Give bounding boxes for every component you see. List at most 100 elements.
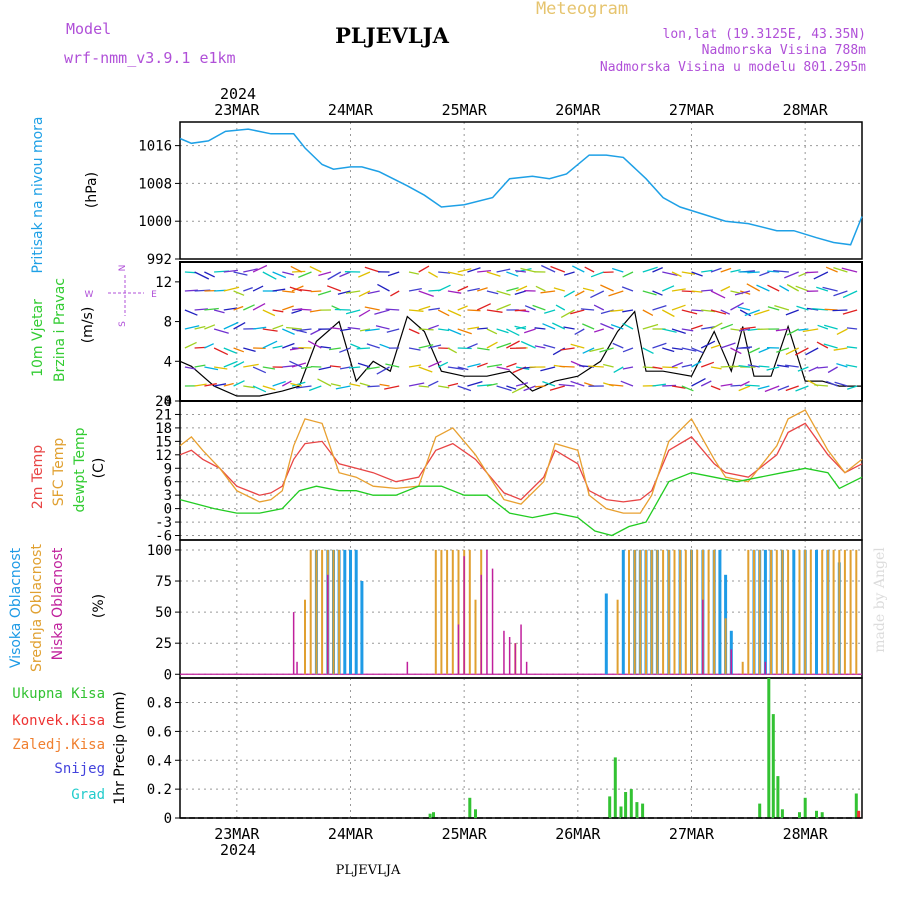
wind-arrow: [233, 380, 245, 387]
wind-arrow: [701, 289, 714, 292]
wind-arrow: [282, 328, 295, 335]
wind-arrow: [532, 304, 546, 311]
wind-arrow: [540, 366, 556, 372]
wind-arrow: [681, 328, 694, 332]
wind-arrow: [213, 309, 225, 314]
wind-arrow: [418, 366, 433, 373]
wind-arrow: [408, 287, 422, 292]
low_cloud-bar: [406, 661, 409, 675]
top-day-label: 24MAR: [328, 101, 374, 119]
mid_cloud-bar: [724, 618, 727, 675]
clouds-ytick-label: 50: [155, 605, 172, 621]
wind-arrow: [447, 347, 458, 354]
wind-arrow: [384, 385, 400, 390]
wind-arrow: [524, 305, 536, 311]
wind-arrow: [822, 286, 838, 292]
wind-arrow: [286, 326, 302, 330]
wind-arrow: [825, 266, 838, 273]
wind-arrow: [204, 324, 216, 330]
wind-arrow: [652, 304, 667, 311]
wind-ytick-label: 4: [164, 354, 172, 370]
wind-arrow: [476, 303, 491, 311]
high_cloud-bar: [354, 549, 358, 675]
mid_cloud-bar: [645, 549, 647, 675]
wind-arrow: [213, 328, 229, 334]
wind-arrow: [785, 347, 799, 355]
high_cloud-bar: [815, 549, 818, 675]
wind-arrow: [418, 344, 434, 349]
wind-arrow: [408, 347, 421, 351]
wind-arrow: [845, 364, 858, 368]
wind-arrow: [194, 308, 208, 311]
pressure-ytick-label: 1008: [138, 176, 172, 192]
wind-arrow: [816, 286, 829, 292]
mid_cloud-bar: [650, 549, 653, 675]
precip-unit: 1hr Precip (mm): [112, 691, 128, 804]
wind-arrow: [511, 385, 527, 394]
high_cloud-bar: [349, 549, 352, 675]
wind-arrow: [496, 342, 512, 349]
wind-arrow: [642, 266, 658, 273]
temperature-ytick-label: 12: [155, 448, 172, 464]
wind-arrow: [563, 271, 575, 276]
temperature-ytick-label: 0: [164, 502, 172, 518]
wind-arrow: [467, 287, 480, 292]
wind-arrow: [262, 366, 276, 370]
temperature-frame: [179, 400, 863, 541]
wind-arrow: [358, 271, 371, 278]
temp-ylabel-dewpt: dewpt Temp: [72, 427, 88, 512]
wind-arrow: [486, 309, 503, 313]
wind-arrow: [486, 328, 498, 335]
mid_cloud-bar: [753, 549, 755, 675]
wind-arrow: [600, 322, 614, 330]
wind-arrow: [758, 347, 770, 354]
low_cloud-bar: [702, 599, 704, 675]
wind-arrow: [366, 343, 380, 349]
wind-arrow: [833, 266, 848, 273]
wind-arrow: [184, 271, 196, 274]
total_precip-bar: [776, 776, 780, 818]
wind-arrow: [622, 271, 634, 278]
wind-arrow: [506, 362, 517, 368]
wind-arrow: [671, 361, 683, 368]
wind-arrow: [457, 366, 469, 371]
wind-arrow: [541, 264, 556, 273]
wind-arrow: [824, 324, 838, 330]
wind-arrow: [842, 290, 858, 299]
temperature-ytick-label: 24: [155, 394, 172, 410]
wind-arrow: [184, 366, 196, 370]
wind-arrow: [734, 290, 751, 296]
wind-arrow: [574, 290, 585, 297]
wind-arrow: [842, 309, 858, 315]
wind-arrow: [376, 366, 390, 375]
wind-arrow: [496, 385, 512, 392]
wind-arrow: [817, 366, 828, 369]
wind-arrow: [506, 287, 519, 292]
precipitation-ytick-label: 0.4: [147, 753, 172, 769]
wind-arrow: [437, 361, 449, 368]
wind-arrow: [534, 385, 546, 388]
wind-arrow: [496, 290, 511, 296]
pressure-ylabel: Pritisak na nivou mora: [30, 116, 46, 273]
wind-arrow: [671, 271, 682, 278]
mid_cloud-bar: [304, 599, 306, 675]
wind-arrow: [252, 366, 267, 374]
wind-arrow: [457, 347, 472, 350]
wind-arrow: [710, 267, 722, 273]
wind-arrow: [233, 271, 248, 276]
panels: 99210001008101604812-6-30369121518212402…: [138, 121, 863, 827]
wind-arrow: [599, 347, 614, 353]
wind-arrow: [291, 270, 306, 273]
temp-ylabel: 2m Temp: [30, 445, 46, 509]
mid_cloud-bar: [440, 549, 443, 675]
wind-arrow: [700, 340, 716, 349]
wind-arrow: [379, 383, 390, 387]
wind-arrow: [252, 303, 266, 311]
mid_cloud-bar: [747, 549, 750, 675]
wind-arrow: [233, 361, 245, 368]
wind-arrow: [339, 271, 351, 278]
wind-arrow: [447, 328, 462, 336]
clouds-ytick-label: 100: [147, 543, 172, 559]
wind-arrow: [590, 271, 605, 278]
low_cloud-bar: [486, 549, 488, 675]
